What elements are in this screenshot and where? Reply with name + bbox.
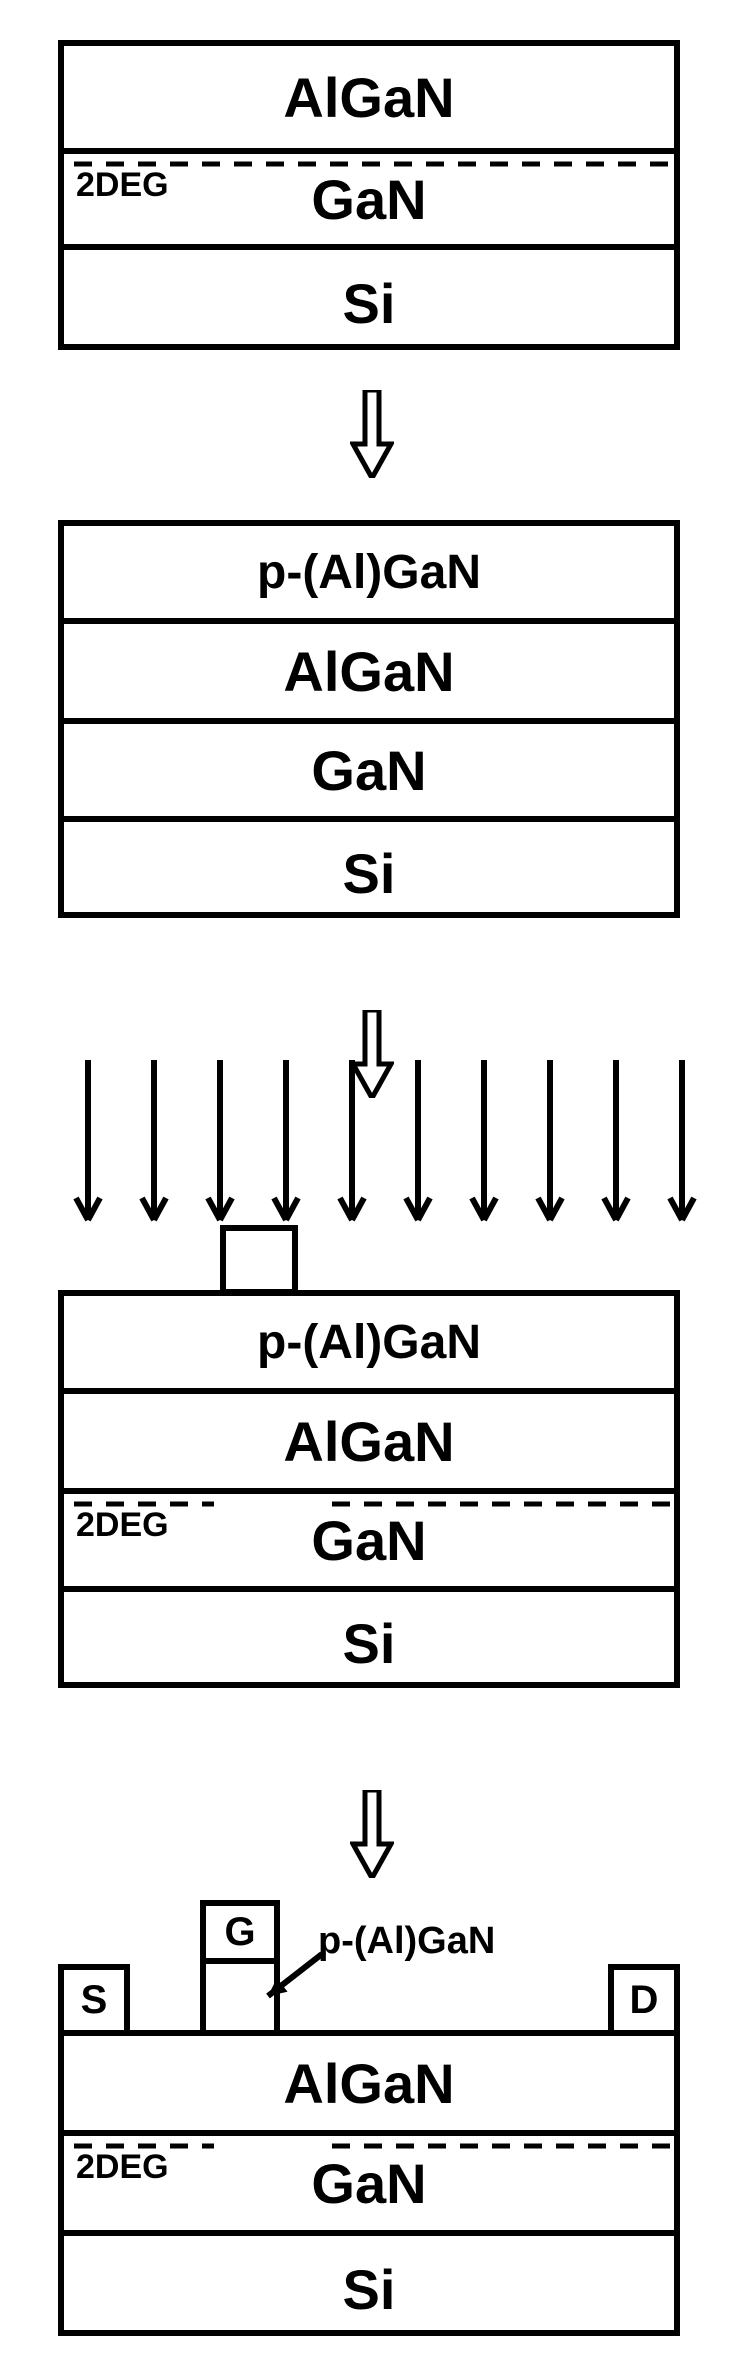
pgan-callout-arrow-icon bbox=[0, 0, 733, 2375]
